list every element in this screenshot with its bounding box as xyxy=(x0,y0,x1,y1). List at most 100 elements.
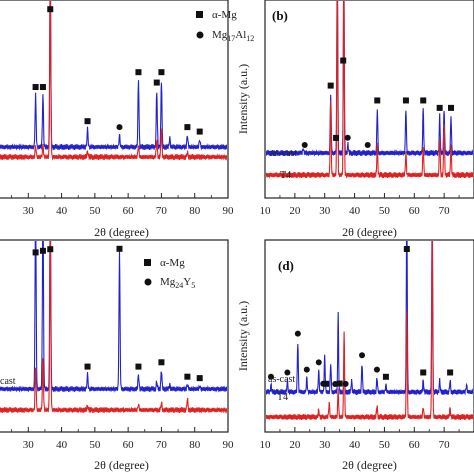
series-line-1 xyxy=(266,241,473,421)
legend-circle-icon xyxy=(144,278,152,286)
legend-square-icon xyxy=(144,259,151,266)
plot-area xyxy=(0,1,227,161)
peak-marker-square xyxy=(403,246,410,252)
peak-marker-square xyxy=(402,97,409,104)
legend-sub: 12 xyxy=(246,34,254,43)
curve-label: T4 xyxy=(280,170,291,181)
panel-b-intensity: 10 20 30 40 50 60 70 2θ (degree) Intensity (a.u.… xyxy=(236,0,474,239)
x-tick-label: 70 xyxy=(439,439,451,451)
peak-marker-square xyxy=(374,97,381,104)
x-axis-title: 2θ (degree) xyxy=(94,225,149,239)
x-tick-label: 20 xyxy=(289,439,301,451)
legend-mid: Al xyxy=(235,29,246,41)
peak-marker-circle xyxy=(303,366,310,373)
x-axis-title: 2θ (degree) xyxy=(94,458,149,472)
peak-marker-square xyxy=(327,82,334,89)
legend-mid: Y xyxy=(183,276,191,288)
x-tick-label: 60 xyxy=(409,439,421,451)
curve-label: T4 xyxy=(277,392,288,403)
peak-marker-square xyxy=(340,57,347,64)
series-line-1 xyxy=(266,1,473,179)
peak-marker-square xyxy=(158,69,165,76)
x-tick-label: 50 xyxy=(89,205,101,217)
peak-marker-circle xyxy=(284,369,291,376)
peak-marker-circle xyxy=(315,359,322,366)
legend-main: Mg xyxy=(212,29,228,41)
peak-marker-square xyxy=(448,104,455,111)
x-tick-label: 30 xyxy=(319,205,331,217)
peak-marker-square xyxy=(84,363,91,370)
peak-marker-circle xyxy=(344,134,351,141)
x-tick-label: 60 xyxy=(123,439,135,451)
x-tick-label: 90 xyxy=(223,439,235,451)
peak-marker-square xyxy=(323,380,330,387)
peak-marker-circle xyxy=(116,124,123,131)
peak-marker-square xyxy=(39,247,46,254)
plot-area xyxy=(266,241,473,421)
x-tick-label: 40 xyxy=(56,439,68,451)
peak-marker-square xyxy=(333,134,340,141)
x-tick-label: 50 xyxy=(379,205,391,217)
panel-a-mg17al12: 30 40 50 60 70 80 90 2θ (degree) α-Mg Mg17Al12 xyxy=(0,0,254,239)
series-line-0 xyxy=(266,1,473,157)
peak-marker-square xyxy=(420,369,427,376)
legend-sub: 17 xyxy=(227,34,235,43)
x-tick-label: 50 xyxy=(379,439,391,451)
x-axis-title: 2θ (degree) xyxy=(342,458,397,472)
x-axis-title: 2θ (degree) xyxy=(342,225,397,239)
peak-marker-circle xyxy=(373,366,380,373)
y-axis-title: Intensity (a.u.) xyxy=(236,64,250,134)
peak-marker-square xyxy=(196,375,203,382)
series-line-0 xyxy=(266,241,473,396)
legend-sub: 24 xyxy=(175,281,183,290)
plot-area xyxy=(0,241,227,414)
peak-marker-square xyxy=(135,363,142,370)
peak-marker-square xyxy=(382,373,389,380)
peak-marker-circle xyxy=(364,142,371,148)
plot-frame xyxy=(0,0,229,199)
series-line-1 xyxy=(0,1,227,161)
peak-marker-square xyxy=(39,84,46,91)
curve-label: cast xyxy=(0,376,16,387)
plot-area xyxy=(266,1,473,179)
panel-d-intensity: 10 20 30 40 50 60 70 2θ (degree) Intensity (a.u.… xyxy=(236,239,474,472)
x-tick-label: 80 xyxy=(189,205,201,217)
curve-label: as-cast xyxy=(270,148,297,159)
x-tick-label: 30 xyxy=(23,439,35,451)
x-tick-label: 40 xyxy=(349,439,361,451)
peak-marker-square xyxy=(84,118,91,125)
peak-marker-square xyxy=(153,79,160,86)
peak-marker-circle xyxy=(301,141,308,148)
peak-marker-square xyxy=(116,245,123,252)
x-tick-label: 70 xyxy=(156,439,168,451)
peak-marker-square xyxy=(32,84,39,91)
peak-marker-square xyxy=(184,124,191,131)
panel-label: (d) xyxy=(278,258,294,273)
series-line-0 xyxy=(0,1,227,151)
x-tick-label: 70 xyxy=(156,205,168,217)
peak-marker-square xyxy=(420,97,427,104)
legend-circle-icon xyxy=(196,31,204,39)
y-axis-title: Intensity (a.u.) xyxy=(236,301,250,371)
peak-marker-circle xyxy=(359,352,366,359)
peak-marker-square xyxy=(336,380,343,387)
panel-c-mg24y5: 30 40 50 60 70 80 90 2θ (degree) cast α-Mg Mg24Y5 xyxy=(0,239,235,472)
peak-marker-square xyxy=(196,128,203,135)
legend-label: α-Mg xyxy=(212,9,237,21)
series-line-1 xyxy=(0,241,227,414)
panel-label: (b) xyxy=(272,8,288,23)
legend-label: Mg24Y5 xyxy=(160,276,195,290)
x-tick-label: 50 xyxy=(89,439,101,451)
legend-square-icon xyxy=(196,11,203,18)
peak-marker-square xyxy=(184,373,191,380)
peak-marker-square xyxy=(447,369,454,376)
legend-main: Mg xyxy=(160,276,176,288)
peak-marker-circle xyxy=(342,380,349,387)
peak-marker-square xyxy=(158,359,165,366)
legend-label: Mg17Al12 xyxy=(212,29,254,43)
x-tick-label: 10 xyxy=(260,439,272,451)
x-tick-label: 20 xyxy=(289,205,301,217)
legend-sub: 5 xyxy=(191,281,195,290)
peak-marker-square xyxy=(135,69,142,76)
legend-label: α-Mg xyxy=(160,257,185,269)
